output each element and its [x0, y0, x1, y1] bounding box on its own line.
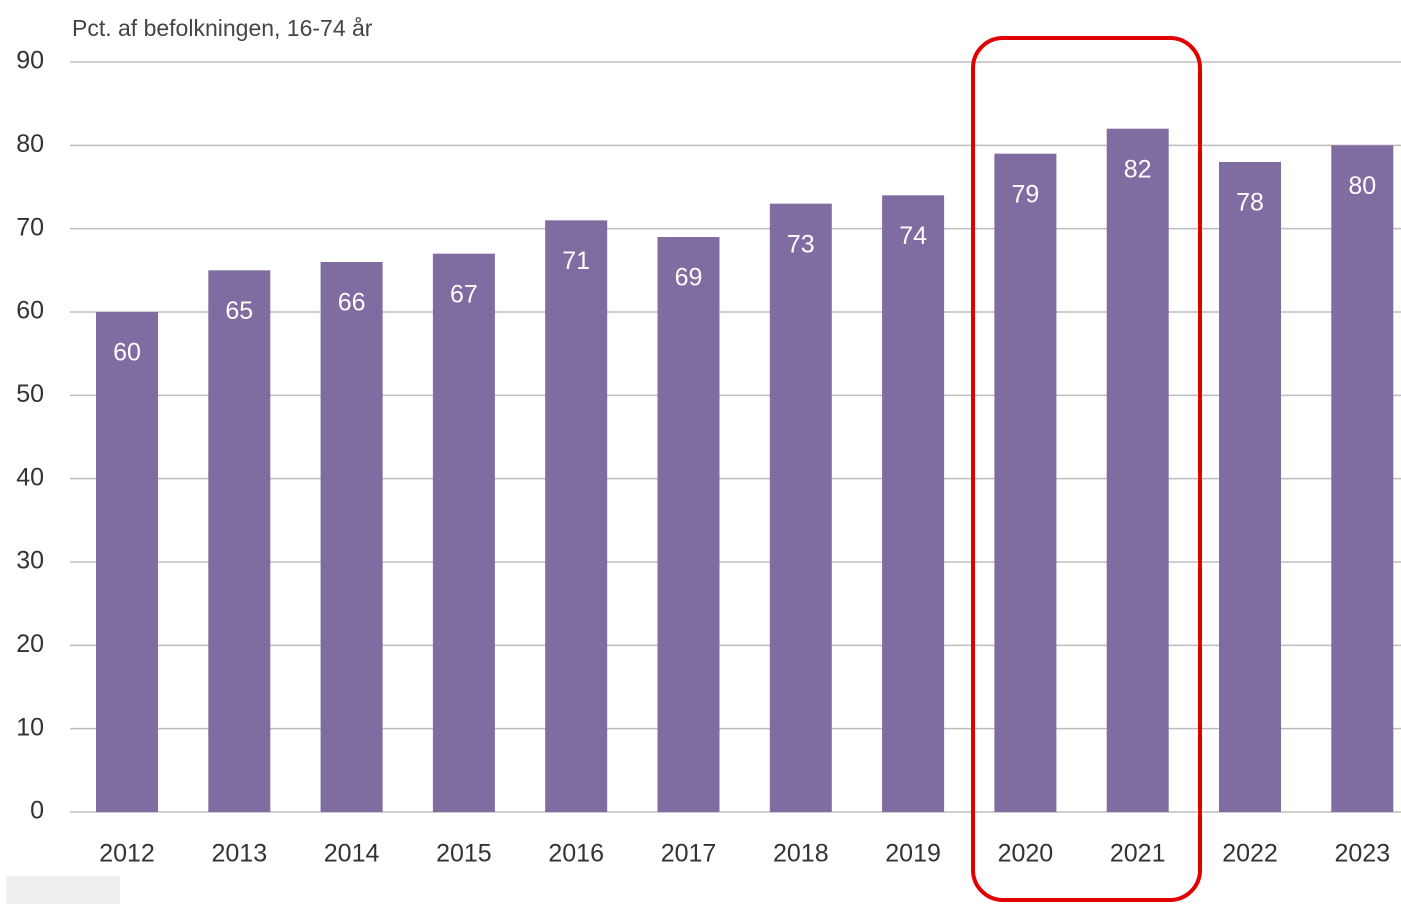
- y-tick-label: 40: [16, 463, 44, 491]
- plot: 0 10 20 30 40 50 60 70 80 90 2012 60 2013 65 2014 66 201…: [16, 47, 1401, 868]
- corner-patch: [6, 876, 120, 904]
- bar: [96, 312, 158, 812]
- value-label: 79: [1011, 180, 1039, 208]
- bar: [320, 262, 383, 812]
- bar: [545, 220, 608, 813]
- y-tick-label: 50: [16, 380, 44, 408]
- value-label: 65: [225, 297, 253, 325]
- bar: [208, 270, 271, 812]
- value-label: 73: [787, 230, 815, 258]
- bar: [1219, 162, 1281, 812]
- bar: [657, 237, 720, 812]
- y-tick-label: 0: [30, 797, 44, 825]
- value-label: 74: [899, 222, 927, 250]
- x-tick-label: 2018: [773, 840, 829, 868]
- value-label: 67: [450, 280, 478, 308]
- bar: [1331, 145, 1394, 813]
- x-tick-label: 2020: [998, 840, 1054, 868]
- x-tick-label: 2015: [436, 840, 492, 868]
- bar: [769, 203, 832, 812]
- bar: [1106, 128, 1169, 812]
- y-tick-label: 60: [16, 297, 44, 325]
- x-tick-label: 2012: [99, 840, 155, 868]
- x-tick-label: 2017: [661, 840, 717, 868]
- x-tick-label: 2013: [211, 840, 267, 868]
- value-label: 80: [1348, 172, 1376, 200]
- value-label: 78: [1236, 189, 1264, 217]
- y-tick-label: 90: [16, 47, 44, 75]
- highlight-box: [971, 36, 1202, 902]
- chart-title: Pct. af befolkningen, 16-74 år: [72, 15, 373, 41]
- y-tick-label: 20: [16, 630, 44, 658]
- value-label: 69: [675, 264, 703, 292]
- y-tick-label: 30: [16, 547, 44, 575]
- x-tick-label: 2022: [1222, 840, 1278, 868]
- bar: [432, 253, 495, 812]
- x-tick-label: 2016: [548, 840, 604, 868]
- y-tick-label: 70: [16, 213, 44, 241]
- value-label: 60: [113, 339, 141, 367]
- y-tick-label: 10: [16, 713, 44, 741]
- value-label: 82: [1124, 155, 1152, 183]
- bar: [882, 195, 945, 813]
- value-label: 66: [338, 289, 366, 317]
- bar: [994, 153, 1057, 812]
- x-tick-label: 2021: [1110, 840, 1166, 868]
- y-tick-label: 80: [16, 130, 44, 158]
- x-tick-label: 2019: [885, 840, 941, 868]
- value-label: 71: [562, 247, 590, 275]
- x-tick-label: 2014: [324, 840, 380, 868]
- x-tick-label: 2023: [1334, 840, 1390, 868]
